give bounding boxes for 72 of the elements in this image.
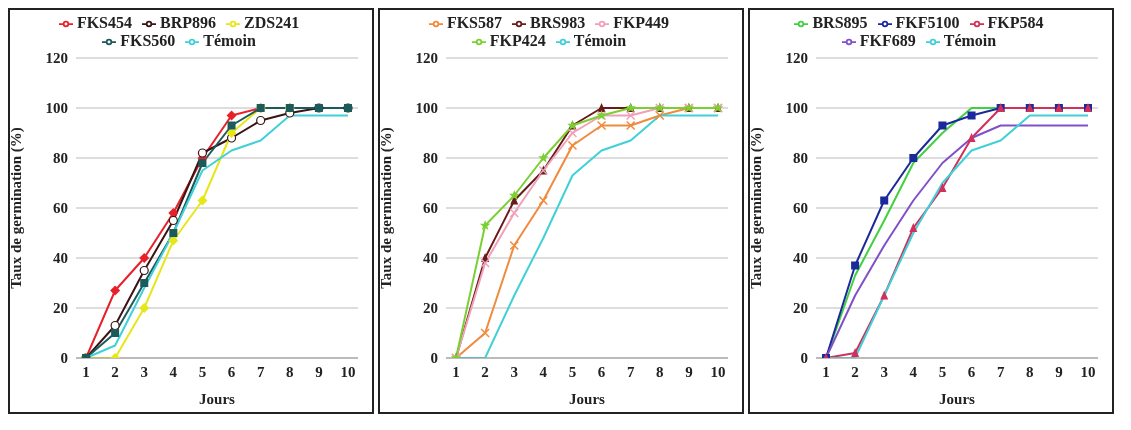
y-tick-label: 20: [793, 300, 808, 317]
x-tick-label: 6: [967, 363, 976, 380]
x-tick-label: 10: [1080, 363, 1096, 380]
x-tick-label: 10: [710, 363, 726, 380]
legend-label: FKF689: [859, 32, 916, 49]
x-tick-label: 1: [82, 363, 90, 380]
y-tick-label: 60: [793, 200, 808, 217]
y-tick-label: 80: [53, 150, 68, 167]
y-axis-title: Taux de germination (%): [8, 127, 26, 289]
legend-label: FKF5100: [895, 14, 960, 31]
x-tick-label: 5: [198, 363, 207, 380]
legend-label: Témoin: [943, 32, 997, 49]
x-tick-label: 6: [227, 363, 236, 380]
y-tick-label: 120: [415, 50, 438, 67]
y-tick-label: 60: [423, 200, 438, 217]
x-tick-label: 7: [256, 363, 265, 380]
x-axis-title: Jours: [199, 391, 236, 407]
y-tick-label: 20: [53, 300, 68, 317]
y-tick-label: 80: [423, 150, 438, 167]
x-tick-label: 10: [340, 363, 356, 380]
x-tick-label: 5: [568, 363, 577, 380]
x-tick-label: 9: [315, 363, 323, 380]
x-tick-label: 1: [822, 363, 830, 380]
x-tick-label: 7: [626, 363, 635, 380]
x-tick-label: 8: [1026, 363, 1034, 380]
x-tick-label: 2: [851, 363, 859, 380]
y-axis-title: Taux de germination (%): [748, 127, 766, 289]
y-axis-title: Taux de germination (%): [378, 127, 396, 289]
y-tick-label: 0: [800, 350, 808, 367]
y-tick-label: 40: [793, 250, 808, 267]
legend-label: Témoin: [203, 32, 256, 49]
x-axis-title: Jours: [939, 391, 976, 407]
y-tick-label: 80: [793, 150, 808, 167]
legend-label: ZDS241: [244, 14, 300, 31]
y-tick-label: 20: [423, 300, 438, 317]
x-tick-label: 8: [656, 363, 664, 380]
y-tick-label: 120: [785, 50, 808, 67]
x-tick-label: 2: [481, 363, 489, 380]
x-tick-label: 9: [685, 363, 693, 380]
x-axis-title: Jours: [569, 391, 606, 407]
x-tick-label: 4: [909, 363, 918, 380]
x-tick-label: 9: [1055, 363, 1063, 380]
legend-label: Témoin: [573, 32, 627, 49]
y-tick-label: 0: [60, 350, 68, 367]
y-tick-label: 120: [45, 50, 68, 67]
x-tick-label: 3: [140, 363, 148, 380]
legend-label: FKS560: [120, 32, 176, 49]
x-tick-label: 8: [286, 363, 294, 380]
y-tick-label: 0: [430, 350, 438, 367]
legend-label: FKP424: [489, 32, 546, 49]
x-tick-label: 5: [938, 363, 947, 380]
legend-label: BRS983: [530, 14, 586, 31]
legend-label: BRS895: [812, 14, 868, 31]
legend-label: FKP584: [987, 14, 1044, 31]
y-tick-label: 40: [53, 250, 68, 267]
y-tick-label: 100: [785, 100, 808, 117]
legend-label: FKP449: [613, 14, 670, 31]
legend-label: FKS454: [76, 14, 132, 31]
x-tick-label: 6: [597, 363, 606, 380]
legend-label: BRP896: [160, 14, 216, 31]
x-tick-label: 4: [169, 363, 178, 380]
y-tick-label: 60: [53, 200, 68, 217]
y-tick-label: 100: [415, 100, 438, 117]
y-tick-label: 40: [423, 250, 438, 267]
x-tick-label: 3: [510, 363, 518, 380]
x-tick-label: 1: [452, 363, 460, 380]
legend-label: FKS587: [446, 14, 502, 31]
x-tick-label: 7: [996, 363, 1005, 380]
x-tick-label: 4: [539, 363, 548, 380]
x-tick-label: 3: [880, 363, 888, 380]
y-tick-label: 100: [45, 100, 68, 117]
x-tick-label: 2: [111, 363, 119, 380]
